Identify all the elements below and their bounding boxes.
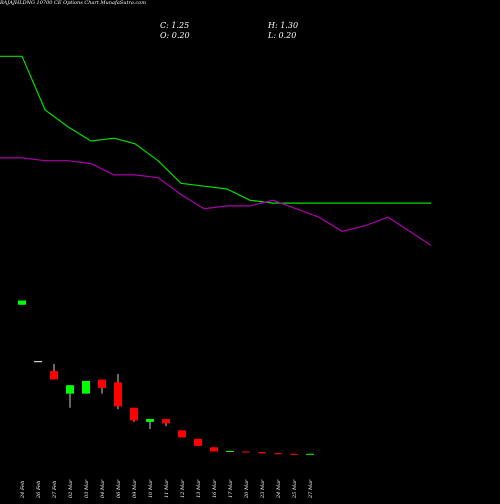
candle-body	[306, 453, 314, 455]
candle-09-mar	[130, 407, 138, 422]
candle-04-mar	[98, 379, 106, 394]
candle-03-mar	[82, 380, 90, 394]
candle-body	[242, 451, 250, 453]
candle-body	[34, 361, 42, 363]
x-tick-label: 24 Feb	[20, 481, 26, 499]
high-value: H: 1.30	[268, 21, 299, 30]
chart-title: BAJAJHLDNG 10700 CE Options Chart Munafa…	[0, 0, 146, 6]
x-tick-label: 04 Mar	[100, 479, 106, 498]
candle-24-mar	[274, 453, 282, 455]
candle-11-mar	[162, 419, 170, 427]
x-tick-label: 16 Mar	[212, 479, 218, 498]
candle-23-mar	[258, 452, 266, 454]
x-tick-label: 25 Mar	[292, 479, 298, 499]
x-tick-label: 11 Mar	[164, 479, 170, 498]
candle-16-mar	[210, 447, 218, 452]
x-tick-label: 20 Mar	[244, 479, 250, 499]
x-tick-label: 23 Mar	[260, 479, 266, 499]
open-value: O: 0.20	[160, 31, 190, 40]
candle-20-mar	[242, 451, 250, 453]
candle-13-mar	[194, 438, 202, 446]
candle-body	[130, 407, 138, 421]
indicator-line-2	[0, 157, 432, 246]
candle-body	[162, 419, 170, 424]
candle-26-feb	[34, 361, 42, 363]
candle-body	[66, 385, 74, 394]
candle-body	[258, 452, 266, 454]
indicator-line-1	[0, 55, 431, 204]
candle-27-feb	[50, 364, 58, 380]
candle-body	[194, 438, 202, 446]
candle-body	[290, 453, 298, 455]
candle-body	[178, 430, 186, 438]
x-tick-label: 09 Mar	[132, 479, 138, 498]
x-tick-label: 02 Mar	[68, 479, 74, 498]
candle-02-mar	[66, 385, 74, 408]
candle-body	[274, 453, 282, 455]
candle-27-mar	[306, 453, 314, 455]
x-tick-label: 27 Feb	[52, 481, 58, 499]
candle-06-mar	[114, 373, 122, 410]
x-tick-label: 26 Feb	[36, 481, 42, 499]
x-tick-label: 13 Mar	[196, 479, 202, 498]
x-tick-label: 06 Mar	[116, 479, 122, 498]
candle-24-feb	[18, 300, 26, 305]
candle-body	[146, 419, 154, 422]
candle-body	[50, 371, 58, 380]
candle-25-mar	[290, 453, 298, 455]
candle-10-mar	[146, 419, 154, 429]
low-value: L: 0.20	[268, 31, 297, 40]
close-value: C: 1.25	[160, 21, 190, 30]
x-tick-label: 24 Mar	[276, 479, 282, 499]
x-tick-label: 10 Mar	[148, 479, 154, 498]
candle-body	[226, 450, 234, 452]
candle-body	[98, 379, 106, 389]
candle-body	[82, 380, 90, 394]
x-tick-label: 17 Mar	[228, 479, 234, 498]
candle-17-mar	[226, 450, 234, 452]
x-tick-label: 03 Mar	[84, 479, 90, 498]
candle-body	[210, 447, 218, 452]
candle-body	[18, 300, 26, 305]
candle-12-mar	[178, 430, 186, 438]
x-tick-label: 12 Mar	[180, 479, 186, 498]
x-tick-label: 27 Mar	[308, 479, 314, 499]
candle-body	[114, 382, 122, 407]
